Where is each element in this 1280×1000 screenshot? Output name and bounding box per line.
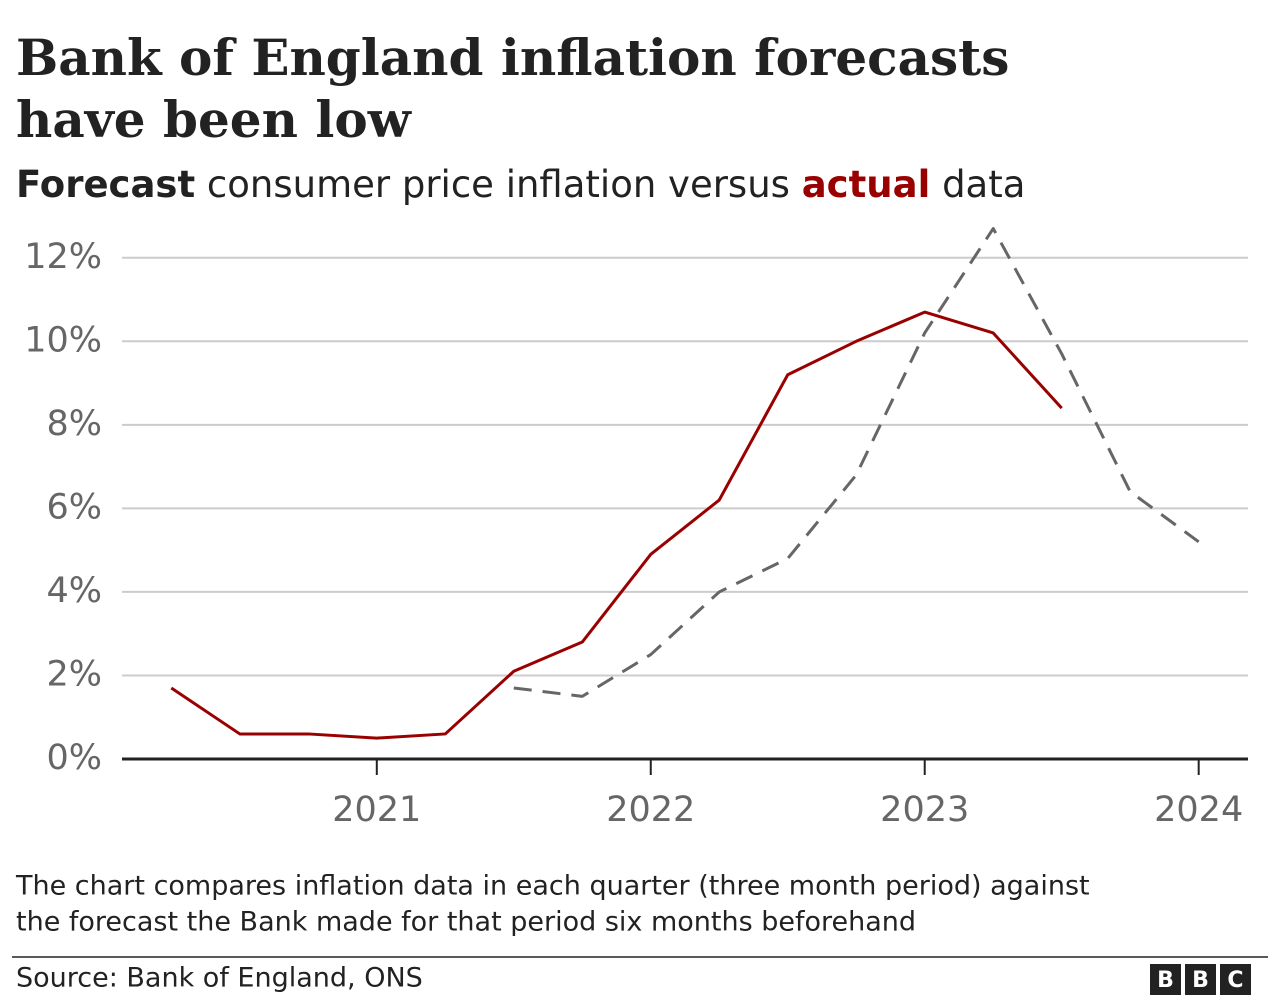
logo: B B C (1150, 964, 1251, 995)
x-tick-label: 2022 (606, 790, 695, 830)
note: The chart compares inflation data in eac… (15, 871, 1090, 902)
logo-box (1220, 964, 1251, 995)
y-tick-label: 12% (24, 237, 102, 277)
logo-box (1150, 964, 1181, 995)
note: the forecast the Bank made for that peri… (16, 907, 916, 938)
y-tick-label: 8% (46, 404, 102, 444)
series-line (170, 310, 1063, 740)
subtitle: Forecast consumer price inflation versus… (16, 163, 1025, 206)
series-line (513, 227, 1200, 698)
source: Source: Bank of England, ONS (16, 963, 423, 994)
logo-letter: C (1227, 968, 1243, 993)
subtitle-text: consumer price inflation versus (207, 163, 790, 206)
y-tick-label: 4% (46, 571, 102, 611)
y-tick-label: 2% (46, 654, 102, 694)
y-tick-label: 6% (46, 487, 102, 527)
x-tick-label: 2023 (880, 790, 969, 830)
x-tick-label: 2021 (332, 790, 421, 830)
legend-actual: actual (802, 163, 931, 206)
legend-forecast: Forecast (16, 163, 195, 206)
chart-title: have been low (16, 90, 413, 149)
y-tick-label: 0% (46, 738, 102, 778)
chart-title: Bank of England inflation forecasts (16, 28, 1009, 87)
x-tick-label: 2024 (1154, 790, 1243, 830)
logo-box (1185, 964, 1216, 995)
logo-letter: B (1192, 968, 1209, 993)
y-tick-label: 10% (24, 320, 102, 360)
subtitle-text: data (942, 163, 1025, 206)
logo-letter: B (1157, 968, 1174, 993)
